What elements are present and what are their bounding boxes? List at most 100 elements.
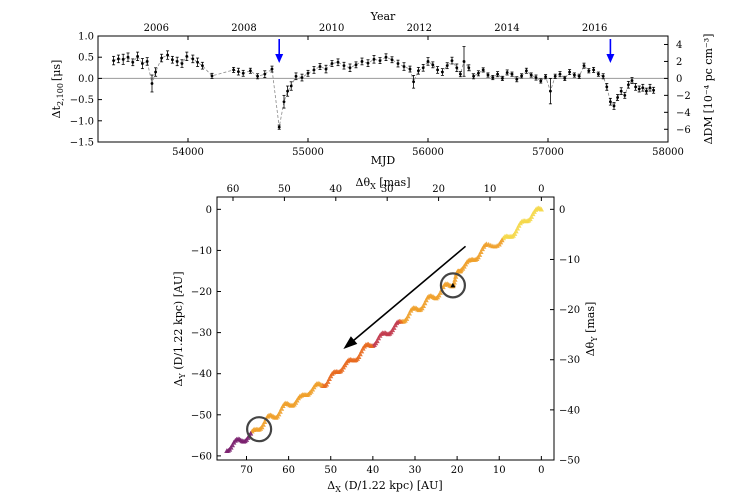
data-point [462, 60, 466, 63]
data-point [549, 89, 552, 93]
bottom-y-axis-label: ΔY (D/1.22 kpc) [AU] [172, 272, 187, 387]
top-x-tick-label: 20 [432, 184, 445, 195]
data-point [436, 68, 439, 72]
right-y-tick-label: −2 [676, 91, 691, 102]
right-y-tick-label: 2 [676, 57, 682, 68]
right-y-tick-label: −4 [676, 108, 691, 119]
bottom-x-label-sub: X [335, 485, 341, 494]
data-point [421, 66, 425, 70]
data-point [652, 88, 655, 92]
data-point [318, 65, 322, 68]
data-point [354, 63, 358, 67]
top-y-label-sub: 2,100 [56, 83, 65, 106]
y-tick-label: −1.5 [70, 138, 94, 149]
bottom-top-label-rest: [mas] [376, 176, 411, 189]
top-right-label-unit: [10⁻⁴ pc cm⁻³] [702, 34, 715, 114]
data-point [553, 74, 557, 78]
data-point [612, 104, 616, 108]
x-tick-label: 40 [366, 465, 379, 476]
data-point [486, 73, 490, 77]
bottom-top-label-main: Δθ [356, 176, 371, 189]
year-tick-label: 2006 [144, 23, 169, 34]
bottom-x-axis-label: ΔX (D/1.22 kpc) [AU] [327, 479, 442, 494]
data-point [587, 69, 591, 73]
data-point [510, 72, 514, 76]
y-tick-label: −20 [191, 287, 212, 298]
data-point [336, 60, 340, 64]
data-point [641, 86, 645, 90]
data-point [191, 57, 195, 61]
x-tick-label: 20 [451, 465, 464, 476]
data-point [431, 63, 435, 67]
year-tick-label: 2010 [319, 23, 344, 34]
y-tick-label: 0.0 [78, 74, 94, 85]
y-tick-label: −60 [191, 451, 212, 462]
bottom-plot-frame [216, 196, 555, 461]
year-tick-label: 2016 [582, 23, 607, 34]
top-x-tick-label: 30 [381, 184, 394, 195]
data-point [501, 77, 504, 80]
data-point [520, 74, 523, 78]
bottom-right-label-rest: [mas] [584, 302, 597, 337]
bottom-top-axis-label: ΔθX [mas] [356, 176, 411, 191]
data-point [402, 65, 406, 68]
data-point [582, 64, 586, 68]
data-point [426, 60, 430, 63]
right-y-tick-label: 0 [559, 205, 565, 216]
data-point [366, 61, 370, 65]
direction-arrow-head [343, 336, 358, 350]
data-point [529, 73, 533, 77]
data-point [166, 53, 170, 57]
event-arrow-head [275, 54, 284, 63]
data-point [360, 60, 364, 63]
data-point [563, 77, 567, 80]
track-marker [224, 448, 230, 453]
data-point [306, 71, 310, 75]
data-point [145, 60, 149, 63]
x-tick-label: 30 [409, 465, 422, 476]
data-point [270, 67, 274, 71]
x-tick-label: 60 [282, 465, 295, 476]
top-right-label-main: ΔDM [702, 116, 715, 144]
data-point [372, 57, 376, 61]
y-tick-label: −40 [191, 369, 212, 380]
x-tick-label: 56000 [412, 147, 444, 158]
data-point [112, 59, 115, 62]
top-plot-frame [97, 35, 669, 143]
data-point [450, 59, 454, 62]
bottom-x-label-rest: (D/1.22 kpc) [AU] [341, 479, 443, 492]
data-point [645, 89, 648, 93]
data-point [459, 72, 462, 76]
data-point [263, 72, 267, 76]
data-point [348, 66, 352, 70]
data-point [196, 60, 200, 64]
data-point [568, 70, 571, 74]
data-point [441, 70, 444, 74]
data-point [180, 62, 184, 65]
top-x-tick-label: 40 [329, 184, 342, 195]
data-point [378, 59, 382, 62]
data-point [609, 100, 612, 104]
x-tick-label: 0 [538, 465, 544, 476]
bottom-y-label-rest: (D/1.22 kpc) [AU] [172, 272, 185, 374]
y-tick-label: 1.0 [78, 32, 94, 43]
bottom-y-label-sub: Y [178, 373, 187, 380]
data-point [558, 72, 562, 76]
data-point [256, 74, 259, 78]
x-tick-label: 58000 [652, 147, 684, 158]
data-point [342, 64, 346, 68]
data-point [630, 79, 634, 82]
top-y-axis-label: Δt2,100 [μs] [50, 60, 65, 119]
trajectory-panel: 70 60 50 40 30 20 10 0 60 50 40 30 20 10 0 0 −10 −20 −30 −4… [172, 176, 599, 494]
data-point [515, 77, 519, 81]
data-point [121, 57, 125, 61]
data-point [627, 83, 630, 87]
bottom-right-axis-label: ΔθY [mas] [584, 302, 599, 357]
data-point [210, 74, 214, 78]
bottom-right-label-sub: Y [590, 336, 599, 343]
data-point [330, 62, 334, 65]
data-point [491, 76, 495, 79]
year-tick-label: 2008 [231, 23, 256, 34]
